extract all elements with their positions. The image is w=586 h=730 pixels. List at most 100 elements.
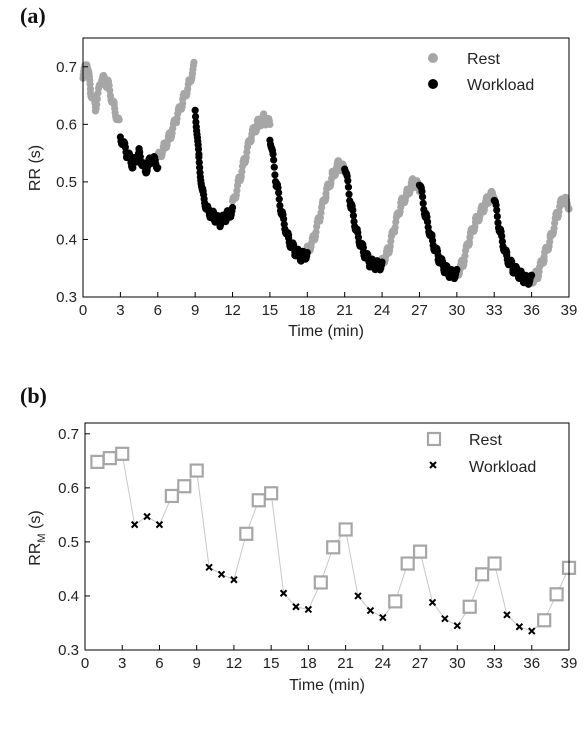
- chart-b-points: [90, 446, 577, 635]
- workload-point: [528, 627, 536, 635]
- chart-b-y-ticks: 0.3 0.4 0.5 0.6 0.7: [58, 426, 90, 659]
- rest-point: [90, 454, 105, 470]
- workload-point: [349, 212, 358, 220]
- chart-a-x-tick-label: 36: [523, 302, 540, 319]
- chart-b-x-tick-label: 24: [375, 655, 392, 672]
- workload-point: [269, 150, 277, 158]
- rest-point: [400, 556, 415, 571]
- rest-point: [412, 544, 428, 559]
- chart-a-x-tick-label: 21: [336, 302, 353, 319]
- workload-point: [270, 163, 278, 171]
- chart-a-x-tick-label: 3: [116, 302, 124, 319]
- chart-a-x-tick-label: 6: [154, 302, 162, 319]
- chart-b-ylabel: RRM (s): [27, 510, 48, 565]
- workload-point: [344, 177, 352, 185]
- chart-b-ylabel-sub: M: [36, 533, 48, 542]
- chart-a-ylabel: RR (s): [27, 145, 44, 191]
- workload-point: [366, 606, 375, 615]
- rest-point: [550, 224, 558, 232]
- rest-point: [537, 613, 552, 628]
- workload-point: [194, 145, 203, 153]
- rest-point: [189, 463, 204, 478]
- chart-a-x-tick-label: 18: [299, 302, 316, 319]
- rest-point: [190, 58, 198, 66]
- workload-point: [304, 605, 313, 614]
- rest-point: [238, 167, 246, 176]
- chart-b-x-tick-label: 9: [193, 655, 201, 672]
- chart-a-x-tick-label: 9: [191, 302, 199, 319]
- workload-point: [344, 183, 353, 191]
- workload-point: [354, 592, 362, 600]
- legend-label-workload-a: Workload: [467, 77, 534, 94]
- chart-b-x-tick-label: 39: [561, 655, 578, 672]
- chart-b-x-tick-label: 6: [155, 655, 163, 672]
- workload-point: [378, 258, 386, 266]
- workload-point: [418, 187, 426, 195]
- panel-label-b: (b): [20, 383, 47, 408]
- chart-b-x-tick-label: 12: [226, 655, 243, 672]
- legend-marker-rest-a: [428, 53, 438, 63]
- legend-label-workload-b: Workload: [469, 459, 536, 476]
- workload-point: [195, 153, 203, 161]
- workload-point: [423, 218, 432, 226]
- workload-point: [191, 106, 199, 114]
- chart-b-x-tick-label: 33: [486, 655, 503, 672]
- chart-a-y-tick-label: 0.7: [56, 59, 77, 76]
- chart-a-y-ticks: 0.3 0.4 0.5 0.6 0.7: [56, 59, 88, 306]
- chart-b: (b) 0 3 6 9 12 15 18 21 24 27 30 33 36 39 0.30.40.50.…: [20, 383, 577, 694]
- workload-point: [279, 589, 288, 597]
- workload-point: [280, 215, 288, 223]
- legend-marker-workload-b: [429, 461, 437, 469]
- chart-a-y-tick-label: 0.4: [56, 231, 77, 248]
- rest-point: [475, 567, 490, 582]
- legend-marker-rest-b: [426, 431, 442, 447]
- chart-b-ylabel-main: RR: [27, 543, 44, 566]
- rest-point: [317, 209, 325, 217]
- chart-a-points: [79, 58, 573, 288]
- chart-a-x-tick-label: 27: [411, 302, 428, 319]
- rest-point: [461, 252, 469, 260]
- chart-b-ylabel-suffix: (s): [27, 510, 44, 533]
- chart-b-y-tick-label: 0.3: [58, 642, 79, 659]
- rest-point: [106, 86, 114, 95]
- rest-point: [266, 120, 274, 128]
- chart-b-x-tick-label: 36: [523, 655, 540, 672]
- workload-point: [275, 195, 283, 203]
- chart-b-frame: [84, 422, 570, 651]
- workload-point: [345, 190, 353, 198]
- chart-b-x-ticks: 0 3 6 9 12 15 18 21 24 27 30 33 36 39: [81, 645, 578, 672]
- chart-a-x-tick-label: 0: [79, 302, 87, 319]
- chart-a-y-tick-label: 0.3: [56, 289, 77, 306]
- workload-point: [230, 576, 238, 584]
- rest-point: [487, 556, 502, 571]
- rest-point: [177, 479, 192, 494]
- workload-point: [130, 520, 139, 529]
- chart-b-x-tick-label: 21: [337, 655, 354, 672]
- rest-point: [115, 446, 130, 461]
- rest-point: [326, 540, 341, 555]
- workload-point: [418, 193, 427, 201]
- workload-point: [453, 265, 461, 274]
- legend-label-rest-b: Rest: [469, 432, 502, 449]
- chart-b-legend: Rest Workload: [426, 431, 536, 476]
- chart-b-x-tick-label: 27: [412, 655, 429, 672]
- workload-point: [205, 563, 213, 572]
- rest-point: [462, 599, 477, 614]
- chart-a-frame: [82, 37, 570, 298]
- chart-b-x-tick-label: 18: [300, 655, 317, 672]
- chart-b-x-tick-label: 0: [81, 655, 89, 672]
- chart-b-x-tick-label: 30: [449, 655, 466, 672]
- chart-a-y-tick-label: 0.5: [56, 174, 77, 191]
- rest-point: [313, 575, 328, 590]
- workload-point: [270, 156, 278, 164]
- rest-point: [233, 187, 241, 195]
- rest-point: [93, 100, 101, 109]
- rest-point: [115, 116, 123, 124]
- legend-label-rest-a: Rest: [467, 51, 500, 68]
- rest-point: [239, 526, 254, 541]
- workload-point: [503, 611, 511, 619]
- chart-a-x-tick-label: 24: [374, 302, 391, 319]
- chart-b-x-tick-label: 3: [118, 655, 126, 672]
- chart-a-xlabel: Time (min): [288, 323, 364, 340]
